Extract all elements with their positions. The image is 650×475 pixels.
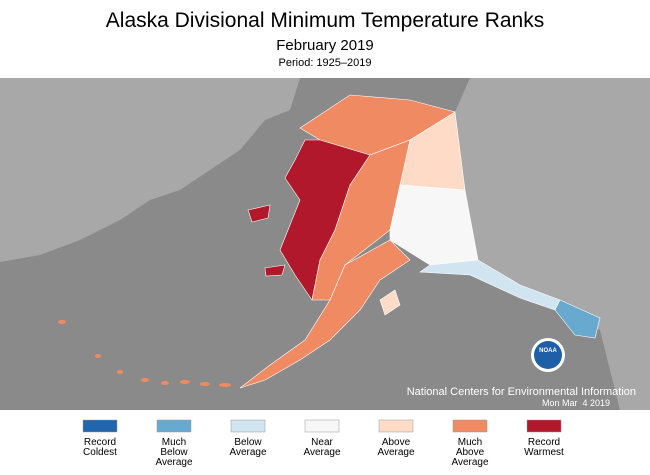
logo-text: NOAA [539,348,557,354]
legend-label: Average [451,457,489,468]
legend-label: Average [155,457,193,468]
canada-land [455,78,650,410]
aleutians [58,320,231,387]
credit-date: Mon Mar 4 2019 [542,398,610,408]
legend-swatch [526,419,562,433]
legend-label: Record [528,437,560,448]
legend-swatch [378,419,414,433]
legend-label: Below [234,437,262,448]
legend: RecordColdestMuchBelowAverageBelowAverag… [82,419,564,468]
legend-label: Much [162,437,186,448]
legend-label: Below [160,447,188,458]
period: Period: 1925–2019 [279,57,372,69]
legend-swatch [230,419,266,433]
legend-label: Much [458,437,482,448]
legend-label: Average [303,447,341,458]
legend-label: Warmest [524,447,564,458]
legend-label: Average [229,447,267,458]
southeast [554,299,601,339]
legend-label: Above [382,437,411,448]
legend-swatch [452,419,488,433]
legend-swatch [304,419,340,433]
map: NOAA National Centers for Environmental … [0,78,650,410]
island [264,264,286,277]
legend-swatch [82,419,118,433]
credit-org: National Centers for Environmental Infor… [407,386,636,398]
legend-label: Record [84,437,116,448]
legend-label: Above [456,447,485,458]
logo [534,341,562,369]
legend-swatch [156,419,192,433]
legend-label: Near [311,437,333,448]
kodiak [379,289,401,316]
title: Alaska Divisional Minimum Temperature Ra… [106,9,544,32]
southwest [239,239,411,389]
legend-label: Coldest [83,447,117,458]
legend-label: Average [377,447,415,458]
russia-land [0,78,300,262]
subtitle: February 2019 [276,37,374,54]
island [247,204,271,223]
